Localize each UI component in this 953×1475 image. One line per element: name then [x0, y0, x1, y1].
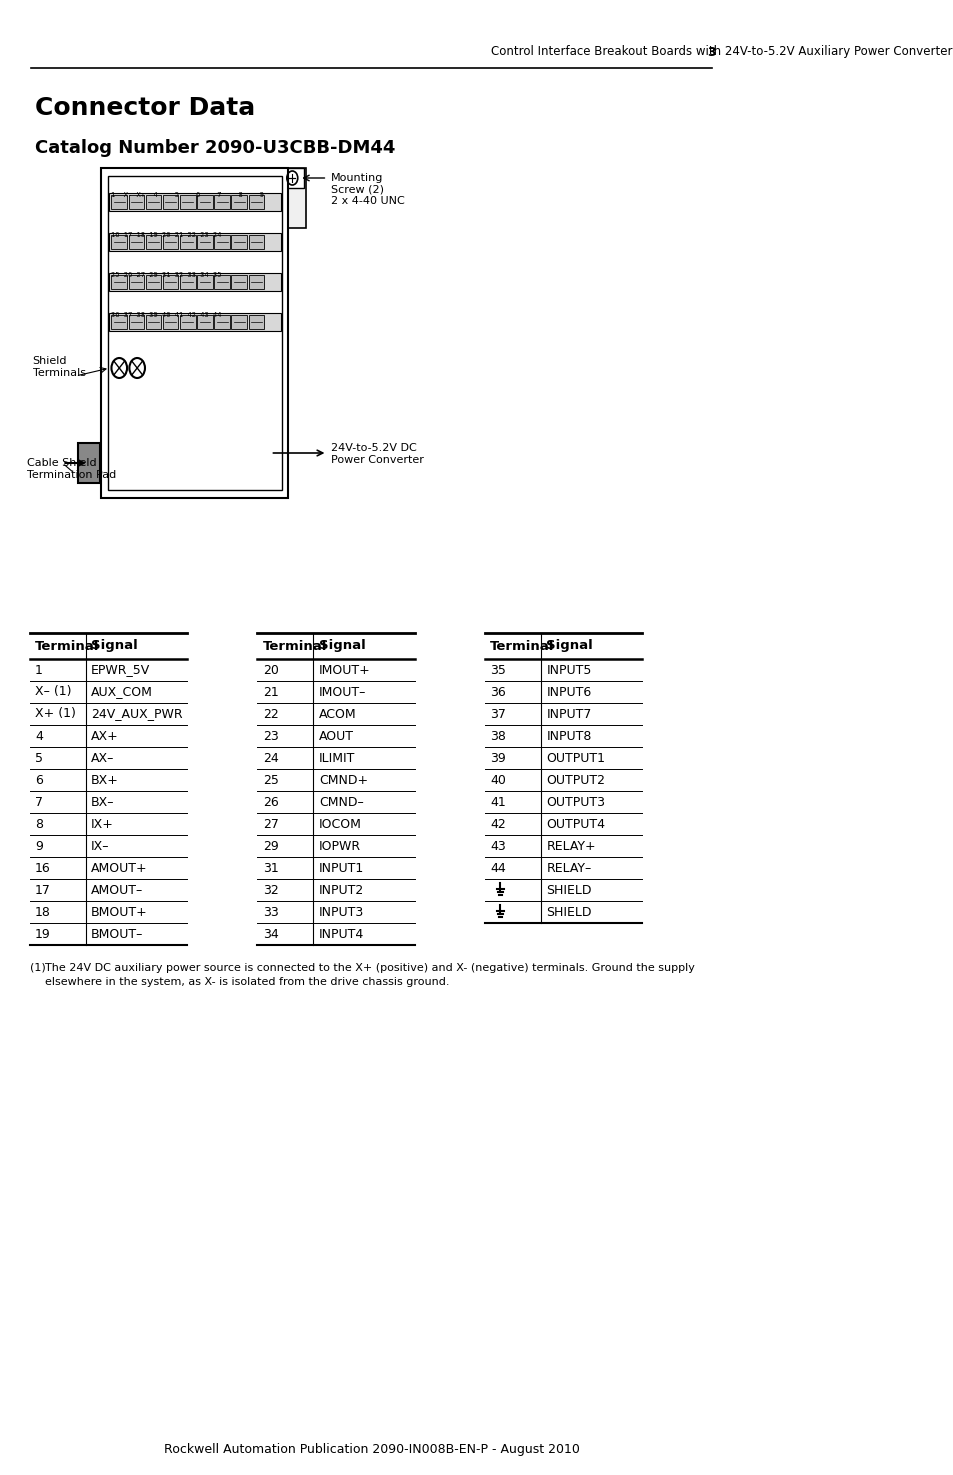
Text: SHIELD: SHIELD: [546, 884, 591, 897]
Text: OUTPUT4: OUTPUT4: [546, 817, 605, 830]
Bar: [288, 168, 305, 229]
Text: 21: 21: [262, 686, 278, 699]
Text: AX–: AX–: [91, 751, 114, 764]
Bar: [197, 316, 213, 329]
Text: Cable Shield
Termination Pad: Cable Shield Termination Pad: [28, 459, 116, 479]
Text: 1: 1: [35, 664, 43, 677]
Text: 29: 29: [262, 839, 278, 853]
Bar: [109, 193, 280, 211]
Text: 24V_AUX_PWR: 24V_AUX_PWR: [91, 708, 183, 720]
Bar: [232, 195, 247, 209]
Bar: [214, 195, 230, 209]
Bar: [280, 168, 304, 187]
Text: 27: 27: [262, 817, 278, 830]
Bar: [112, 316, 127, 329]
Bar: [180, 235, 195, 249]
Text: 34: 34: [262, 928, 278, 941]
Text: 33: 33: [262, 906, 278, 919]
Text: 17: 17: [35, 884, 51, 897]
Text: X+ (1): X+ (1): [35, 708, 76, 720]
Bar: [146, 235, 161, 249]
Text: INPUT6: INPUT6: [546, 686, 591, 699]
Text: 7: 7: [35, 795, 43, 808]
Text: 37: 37: [490, 708, 506, 720]
Bar: [129, 195, 144, 209]
Text: 20: 20: [262, 664, 278, 677]
Text: BX–: BX–: [91, 795, 114, 808]
Text: IX–: IX–: [91, 839, 110, 853]
Text: CMND+: CMND+: [318, 773, 368, 786]
Text: Signal: Signal: [318, 640, 365, 652]
Text: ACOM: ACOM: [318, 708, 356, 720]
Text: AMOUT+: AMOUT+: [91, 861, 148, 875]
Text: 40: 40: [490, 773, 506, 786]
Bar: [129, 235, 144, 249]
Text: X– (1): X– (1): [35, 686, 71, 699]
Text: Mounting
Screw (2)
2 x 4-40 UNC: Mounting Screw (2) 2 x 4-40 UNC: [331, 173, 405, 207]
Bar: [249, 195, 264, 209]
Text: 41: 41: [490, 795, 505, 808]
Bar: [78, 442, 100, 482]
Bar: [112, 235, 127, 249]
Bar: [214, 316, 230, 329]
Bar: [214, 235, 230, 249]
Text: INPUT5: INPUT5: [546, 664, 591, 677]
Text: (1): (1): [30, 963, 46, 974]
Text: IOPWR: IOPWR: [318, 839, 360, 853]
Text: 22: 22: [262, 708, 278, 720]
Text: Terminal: Terminal: [35, 640, 99, 652]
Bar: [101, 168, 288, 499]
Bar: [163, 195, 178, 209]
Bar: [109, 313, 280, 330]
Bar: [232, 316, 247, 329]
Text: 42: 42: [490, 817, 505, 830]
Text: IMOUT–: IMOUT–: [318, 686, 366, 699]
Bar: [249, 235, 264, 249]
Text: Signal: Signal: [91, 640, 138, 652]
Text: INPUT2: INPUT2: [318, 884, 364, 897]
Text: 16: 16: [35, 861, 51, 875]
Text: Control Interface Breakout Boards with 24V-to-5.2V Auxiliary Power Converter: Control Interface Breakout Boards with 2…: [491, 46, 951, 59]
Bar: [180, 274, 195, 289]
Bar: [146, 195, 161, 209]
Text: RELAY+: RELAY+: [546, 839, 596, 853]
Text: Terminal: Terminal: [490, 640, 554, 652]
Text: Shield
Terminals: Shield Terminals: [32, 355, 86, 378]
Bar: [232, 274, 247, 289]
Bar: [148, 398, 269, 488]
Text: 8: 8: [35, 817, 43, 830]
Text: Signal: Signal: [546, 640, 593, 652]
Text: 35: 35: [490, 664, 506, 677]
Text: OUTPUT3: OUTPUT3: [546, 795, 605, 808]
Bar: [109, 233, 280, 251]
Bar: [197, 235, 213, 249]
Text: Terminal: Terminal: [262, 640, 327, 652]
Text: INPUT7: INPUT7: [546, 708, 591, 720]
Text: IX+: IX+: [91, 817, 114, 830]
Bar: [146, 316, 161, 329]
Bar: [146, 274, 161, 289]
Bar: [180, 316, 195, 329]
Bar: [129, 274, 144, 289]
Text: RELAY–: RELAY–: [546, 861, 591, 875]
Bar: [129, 316, 144, 329]
Text: AUX_COM: AUX_COM: [91, 686, 152, 699]
Text: 36 37 38 39 40 41 42 43 44: 36 37 38 39 40 41 42 43 44: [112, 313, 222, 319]
Text: INPUT1: INPUT1: [318, 861, 364, 875]
Text: AX+: AX+: [91, 730, 119, 742]
Text: The 24V DC auxiliary power source is connected to the X+ (positive) and X- (nega: The 24V DC auxiliary power source is con…: [45, 963, 695, 974]
Text: 36: 36: [490, 686, 505, 699]
Text: Connector Data: Connector Data: [35, 96, 255, 119]
Bar: [163, 235, 178, 249]
Bar: [109, 273, 280, 291]
Text: BMOUT+: BMOUT+: [91, 906, 148, 919]
Bar: [112, 274, 127, 289]
Text: AOUT: AOUT: [318, 730, 354, 742]
Text: BX+: BX+: [91, 773, 119, 786]
Text: IOCOM: IOCOM: [318, 817, 361, 830]
Bar: [197, 274, 213, 289]
Text: Catalog Number 2090-U3CBB-DM44: Catalog Number 2090-U3CBB-DM44: [35, 139, 395, 156]
Text: INPUT4: INPUT4: [318, 928, 364, 941]
Text: 5: 5: [35, 751, 43, 764]
Text: 25 26 27 29 31 32 33 34 35: 25 26 27 29 31 32 33 34 35: [112, 271, 222, 277]
